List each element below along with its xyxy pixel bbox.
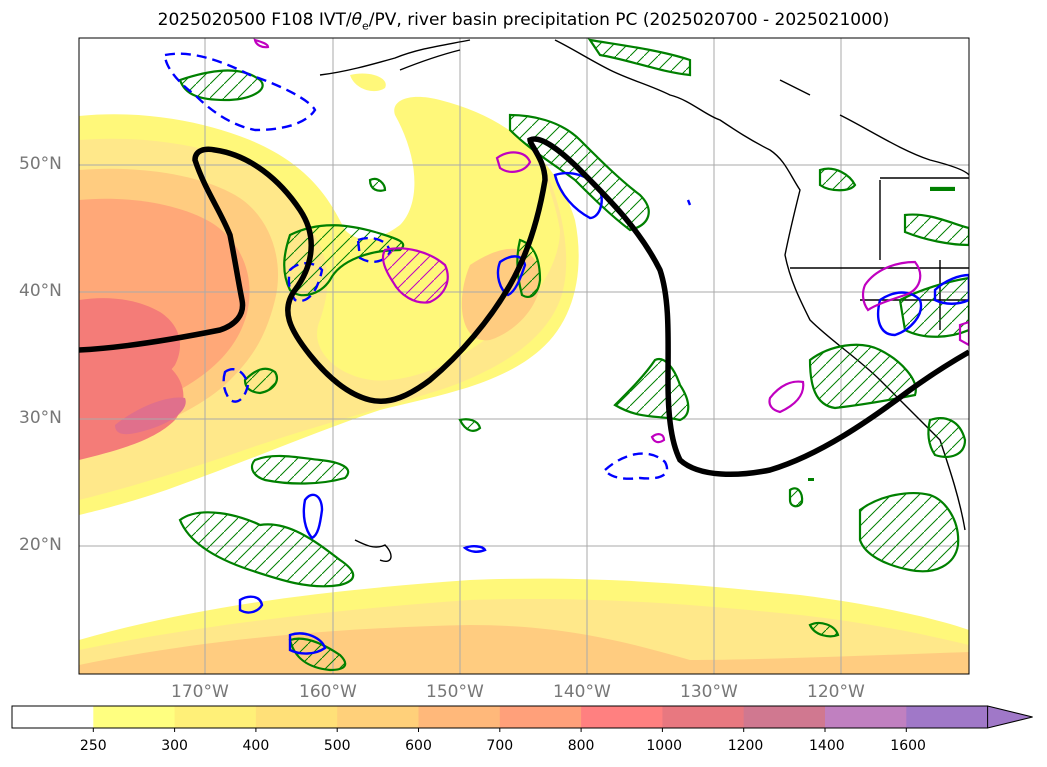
- ivt-small-blob: [350, 73, 386, 92]
- lon-label-170w: 170°W: [171, 682, 229, 702]
- theta-e-contour: [79, 136, 969, 478]
- map-title: 2025020500 F108 IVT/θe/PV, river basin p…: [157, 10, 890, 33]
- lat-label-30: 30°N: [19, 408, 62, 428]
- lon-label-120w: 120°W: [807, 682, 865, 702]
- ivt-band-1000: [79, 348, 184, 460]
- colorbar-tick-label: 700: [486, 738, 514, 754]
- lat-label-40: 40°N: [19, 281, 62, 301]
- precip-pc-magenta-contours: [253, 38, 969, 444]
- island-markers: [808, 188, 955, 481]
- colorbar-tick-label: 1200: [727, 738, 764, 754]
- colorbar-segment: [174, 706, 257, 728]
- graticule: [79, 38, 969, 674]
- ivt-band-1200: [115, 397, 186, 435]
- precip-pc-blue-contours: [163, 52, 969, 655]
- ivt-shading: [79, 73, 969, 674]
- colorbar-segment: [581, 706, 663, 728]
- colorbar-tick-label: 1600: [890, 738, 926, 754]
- colorbar: [11, 705, 1033, 732]
- colorbar-tick-label: 250: [79, 738, 107, 754]
- colorbar-extend-arrow: [987, 705, 1033, 729]
- colorbar-segment: [12, 706, 94, 728]
- colorbar-tick-label: 600: [405, 738, 432, 754]
- colorbar-tick-label: 300: [161, 738, 188, 754]
- colorbar-tick-label: 1000: [646, 738, 683, 754]
- colorbar-segment: [499, 706, 582, 728]
- colorbar-tick-label: 500: [323, 738, 351, 754]
- colorbar-segment: [662, 706, 745, 728]
- colorbar-segment: [418, 706, 501, 728]
- lon-label-150w: 150°W: [426, 682, 484, 702]
- ivt-south-band-400: [79, 625, 969, 674]
- lat-label-50: 50°N: [19, 154, 62, 174]
- colorbar-tick-label: 400: [242, 738, 270, 754]
- colorbar-tick-label: 1400: [809, 738, 845, 754]
- colorbar-segment: [337, 706, 419, 728]
- colorbar-segment: [255, 706, 338, 728]
- colorbar-segment: [743, 706, 826, 728]
- lon-label-130w: 130°W: [680, 682, 738, 702]
- colorbar-segment: [906, 706, 989, 728]
- colorbar-segment: [93, 706, 176, 728]
- lat-label-20: 20°N: [19, 535, 62, 555]
- lon-label-140w: 140°W: [553, 682, 611, 702]
- lon-label-160w: 160°W: [299, 682, 357, 702]
- colorbar-tick-label: 800: [567, 738, 595, 754]
- map-frame: [78, 37, 970, 675]
- colorbar-segment: [825, 706, 907, 728]
